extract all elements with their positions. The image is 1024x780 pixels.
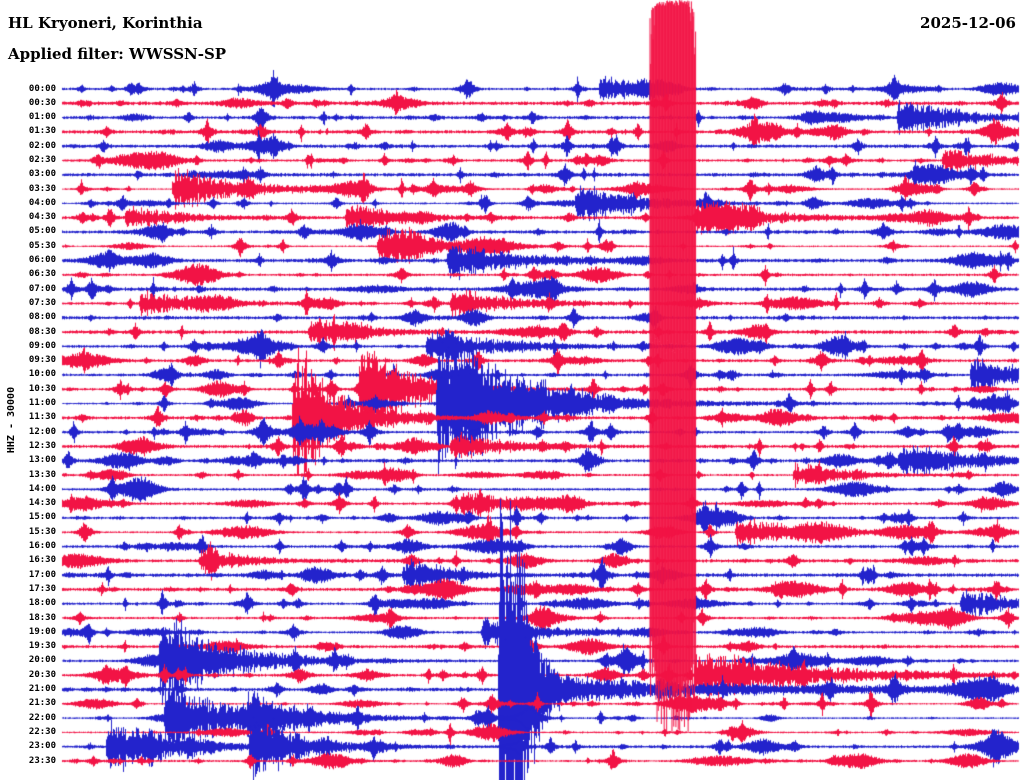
time-label: 04:00 xyxy=(28,197,56,208)
time-label: 14:30 xyxy=(28,498,56,509)
time-label: 19:30 xyxy=(28,641,56,652)
time-label: 09:00 xyxy=(28,340,56,351)
time-label: 18:00 xyxy=(28,598,56,609)
time-label: 17:00 xyxy=(28,569,56,580)
time-label: 02:30 xyxy=(28,154,56,165)
filter-label: Applied filter: WWSSN-SP xyxy=(8,45,227,63)
time-label: 03:00 xyxy=(28,169,56,180)
time-label: 19:00 xyxy=(28,626,56,637)
time-label: 10:30 xyxy=(28,383,56,394)
time-label: 00:00 xyxy=(28,83,56,94)
time-label: 18:30 xyxy=(28,612,56,623)
time-label: 16:30 xyxy=(28,555,56,566)
time-label: 00:30 xyxy=(28,97,56,108)
time-label: 11:00 xyxy=(28,398,56,409)
time-label: 22:30 xyxy=(28,726,56,737)
time-label: 23:30 xyxy=(28,755,56,766)
time-label: 01:00 xyxy=(28,112,56,123)
time-label: 04:30 xyxy=(28,212,56,223)
time-label: 06:00 xyxy=(28,255,56,266)
time-label: 17:30 xyxy=(28,583,56,594)
time-label: 05:00 xyxy=(28,226,56,237)
time-label: 05:30 xyxy=(28,240,56,251)
time-label: 11:30 xyxy=(28,412,56,423)
time-label: 23:00 xyxy=(28,741,56,752)
time-label: 09:30 xyxy=(28,355,56,366)
time-label: 20:00 xyxy=(28,655,56,666)
time-label: 08:00 xyxy=(28,312,56,323)
date-label: 2025-12-06 xyxy=(920,14,1016,32)
time-label: 02:00 xyxy=(28,140,56,151)
time-label: 12:00 xyxy=(28,426,56,437)
time-label: 10:00 xyxy=(28,369,56,380)
time-label: 15:00 xyxy=(28,512,56,523)
time-label: 06:30 xyxy=(28,269,56,280)
time-label: 20:30 xyxy=(28,669,56,680)
time-label: 12:30 xyxy=(28,440,56,451)
time-label: 07:00 xyxy=(28,283,56,294)
time-label: 14:00 xyxy=(28,483,56,494)
time-label: 21:30 xyxy=(28,698,56,709)
time-label: 22:00 xyxy=(28,712,56,723)
time-label: 16:00 xyxy=(28,541,56,552)
time-label: 08:30 xyxy=(28,326,56,337)
time-label: 21:00 xyxy=(28,684,56,695)
time-label: 13:30 xyxy=(28,469,56,480)
time-label: 03:30 xyxy=(28,183,56,194)
time-label: 01:30 xyxy=(28,126,56,137)
station-title: HL Kryoneri, Korinthia xyxy=(8,14,203,32)
time-label: 07:30 xyxy=(28,297,56,308)
time-label: 13:00 xyxy=(28,455,56,466)
time-label: 15:30 xyxy=(28,526,56,537)
